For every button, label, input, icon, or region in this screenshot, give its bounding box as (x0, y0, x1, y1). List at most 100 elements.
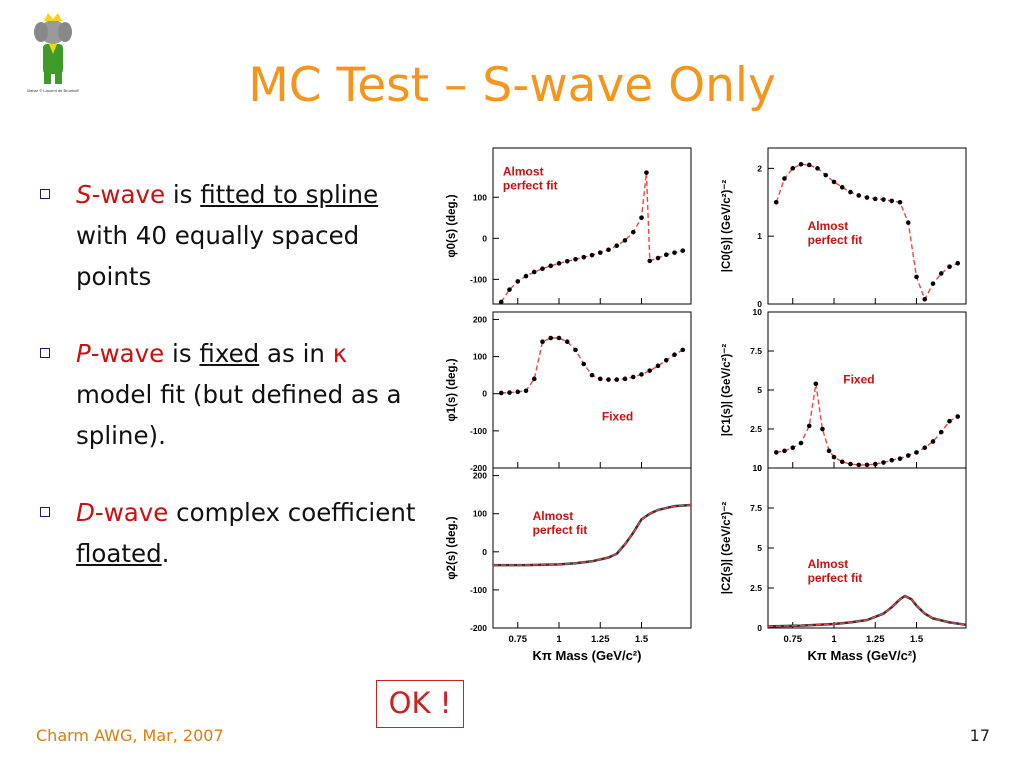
data-point (798, 440, 804, 446)
y-tick-label: 2 (757, 163, 762, 173)
y-tick-label: -200 (470, 623, 487, 633)
data-point (573, 347, 578, 353)
data-point (826, 448, 832, 454)
data-point (597, 376, 603, 382)
y-axis-label: φ2(s) (deg.) (446, 516, 458, 579)
fit-curve-line (767, 595, 967, 628)
data-point (914, 450, 919, 455)
data-point (556, 261, 562, 266)
data-point (655, 255, 661, 261)
data-point (831, 454, 837, 460)
bullet-text: fixed (199, 339, 260, 368)
data-point (540, 339, 545, 345)
data-point (663, 357, 669, 363)
data-point (548, 263, 554, 269)
data-point (905, 220, 911, 225)
data-point (663, 252, 669, 258)
y-tick-label: 5 (757, 385, 762, 395)
y-tick-label: -100 (470, 426, 487, 436)
y-tick-label: 0 (757, 623, 762, 633)
data-point (581, 361, 587, 367)
data-point (573, 256, 578, 262)
annotation-label: Almost perfect fit (808, 557, 863, 585)
data-point (872, 461, 878, 467)
bullet-text: model fit (but defined as a spline). (76, 380, 402, 450)
x-tick-label: 1 (556, 634, 562, 645)
x-tick-label: 0.75 (509, 634, 528, 645)
bullet-text: complex coefficient (168, 498, 416, 527)
plot-frame (767, 147, 967, 305)
fit-curve-line (493, 504, 692, 566)
bullet-square-icon (40, 507, 50, 517)
bullet-text: S (76, 180, 92, 209)
fit-curve-line (501, 337, 684, 394)
y-tick-label: 2.5 (750, 424, 762, 434)
y-axis-label: |C1(s)| (GeV/c²)⁻² (721, 344, 733, 437)
data-point (564, 259, 570, 264)
page-number: 17 (969, 726, 990, 745)
data-point (848, 461, 853, 467)
data-point (622, 376, 628, 382)
data-point (930, 281, 936, 286)
data-point (820, 426, 825, 432)
data-point (922, 296, 928, 302)
fit-results-plot-grid: 100 0 -100 φ0(s) (deg.) Almost perfect fit 2 1 0… (413, 140, 973, 674)
data-point (864, 195, 870, 200)
data-point (782, 176, 787, 181)
data-point (581, 254, 587, 260)
bullet-text: -wave (94, 498, 169, 527)
footer-conference: Charm AWG, Mar, 2007 (36, 726, 224, 745)
bullet-list: S-wave is fitted to spline with 40 equal… (38, 174, 418, 610)
data-point (790, 166, 796, 171)
data-point (606, 247, 611, 253)
data-point (507, 287, 512, 292)
annotation-label: Fixed (843, 372, 874, 386)
annotation-line: Almost (533, 509, 574, 523)
data-point (872, 196, 878, 202)
data-point (938, 271, 944, 276)
data-point (548, 335, 554, 341)
data-point (938, 429, 944, 435)
plot-frame (492, 311, 692, 469)
data-point (955, 261, 961, 266)
bullet-text: . (161, 539, 170, 568)
fit-curve-line (775, 163, 959, 302)
data-point (515, 389, 521, 395)
data-point (881, 460, 886, 465)
data-point (589, 252, 595, 258)
y-tick-label: -100 (470, 274, 487, 284)
bullet-text: as in (259, 339, 333, 368)
plot-frame (767, 467, 967, 629)
data-point (639, 215, 644, 221)
y-tick-label: 7.5 (750, 503, 762, 513)
y-axis-label: φ1(s) (deg.) (446, 358, 458, 421)
data-point (889, 198, 895, 204)
y-tick-label: 7.5 (750, 346, 762, 356)
data-point (644, 170, 649, 175)
bullet-square-icon (40, 348, 50, 358)
annotation-line: perfect fit (808, 233, 863, 247)
bullet-text: with 40 equally spaced points (76, 221, 360, 291)
data-point (815, 166, 820, 171)
y-tick-label: 10 (753, 463, 763, 473)
data-point (672, 250, 677, 255)
y-tick-label: -100 (470, 585, 487, 595)
bullet-item: D-wave complex coefficient floated. (38, 492, 418, 574)
x-axis-label: Kπ Mass (GeV/c²) (808, 648, 917, 663)
bullet-text: is (165, 180, 201, 209)
data-point (806, 162, 812, 168)
data-point (523, 388, 529, 394)
bullet-text: κ (332, 339, 348, 368)
y-tick-label: 100 (473, 509, 487, 519)
y-axis-label: |C0(s)| (GeV/c²)⁻² (721, 180, 733, 273)
data-point (498, 299, 504, 305)
bullet-text: floated (76, 539, 162, 568)
data-point (856, 193, 862, 198)
x-tick-label: 1.5 (635, 634, 649, 645)
logo-caption: Babar © Laurent de Brunhoff (27, 88, 79, 93)
annotation-line: perfect fit (503, 179, 558, 193)
data-point (531, 269, 537, 275)
data-point (606, 377, 611, 382)
ok-box: OK ! (376, 680, 464, 728)
data-point (523, 273, 529, 279)
